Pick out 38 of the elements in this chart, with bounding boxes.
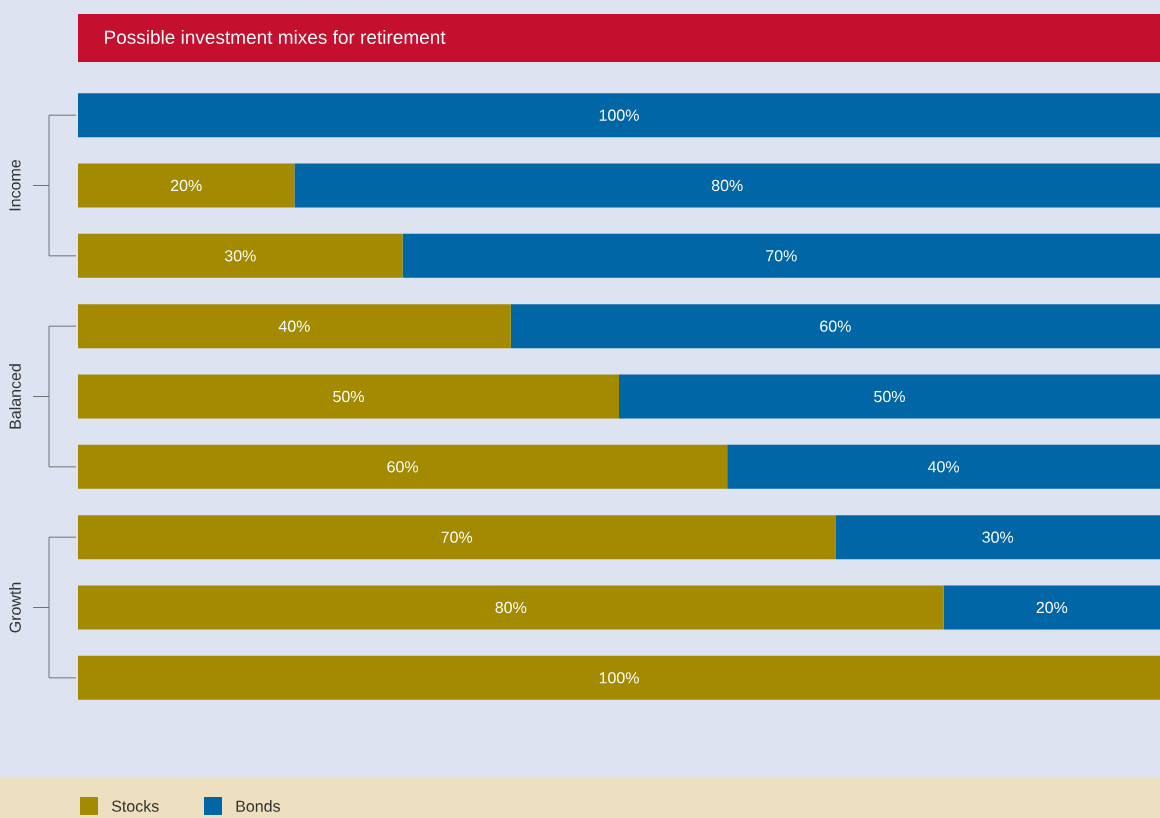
data-label: 100%: [599, 672, 639, 684]
bar: [78, 515, 836, 560]
data-label: 60%: [387, 461, 419, 473]
bar: [727, 444, 1160, 489]
bar: [78, 444, 728, 489]
data-label: 30%: [982, 531, 1014, 543]
bar: [78, 304, 511, 349]
text: Growth: [9, 582, 21, 633]
data-label: 70%: [766, 250, 797, 262]
legend-label: Stocks: [111, 800, 159, 812]
data-label: 40%: [278, 320, 310, 332]
data-label: 20%: [171, 179, 202, 192]
bar: [294, 163, 1160, 208]
text: Balanced: [9, 364, 21, 429]
bar: [78, 655, 1160, 700]
data-label: 60%: [820, 320, 851, 332]
bar: [402, 233, 1160, 278]
data-label: 70%: [441, 531, 473, 543]
text: Income: [9, 159, 21, 211]
bar: [78, 233, 403, 278]
data-label: 40%: [927, 461, 960, 473]
bar: [78, 163, 295, 208]
bar: [510, 304, 1160, 349]
bar: [835, 515, 1160, 560]
bar: [78, 93, 1160, 138]
data-label: 100%: [599, 109, 639, 121]
legend-label: Bonds: [236, 800, 280, 812]
bar: [78, 585, 944, 630]
bar: [78, 374, 619, 419]
data-label: 20%: [1036, 601, 1068, 614]
bar: [943, 585, 1160, 630]
data-label: 80%: [495, 601, 527, 614]
data-label: 50%: [874, 390, 905, 403]
data-label: 30%: [224, 250, 256, 262]
data-label: 80%: [711, 179, 743, 192]
bar: [619, 374, 1160, 419]
chart-title: Possible investment mixes for retirement: [105, 30, 446, 44]
data-label: 50%: [333, 390, 364, 403]
